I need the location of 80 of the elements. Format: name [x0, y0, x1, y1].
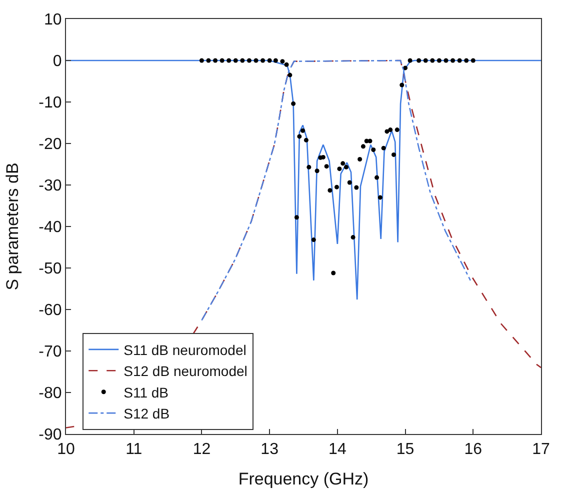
point	[436, 58, 442, 63]
y-tick-label: -30	[38, 178, 62, 195]
point	[374, 175, 380, 180]
point	[344, 164, 348, 170]
point	[444, 58, 448, 63]
point	[291, 101, 296, 106]
y-tick-label: -10	[38, 94, 62, 112]
point	[226, 58, 232, 63]
point	[213, 58, 218, 63]
y-tick-label: -70	[38, 344, 62, 361]
legend-label: S11 dB	[124, 384, 169, 400]
point	[199, 58, 204, 63]
legend-label: S11 dB neuromodel	[124, 342, 246, 358]
point	[273, 58, 278, 63]
point	[371, 147, 376, 152]
x-tick-label: 14	[328, 441, 346, 458]
point	[260, 58, 266, 63]
point	[368, 138, 372, 144]
point	[470, 58, 476, 63]
point	[334, 184, 339, 190]
y-axis-title: S parameters dB	[3, 162, 22, 290]
x-tick-label: 13	[260, 441, 279, 458]
point	[328, 188, 332, 193]
point	[311, 238, 316, 242]
point	[206, 58, 211, 63]
point	[360, 144, 366, 149]
point	[394, 128, 400, 132]
point	[350, 235, 356, 240]
point	[240, 58, 245, 63]
point	[416, 58, 422, 63]
y-tick-label: -40	[38, 219, 62, 236]
point	[284, 62, 289, 67]
x-tick-label: 15	[396, 441, 414, 458]
point	[388, 128, 393, 132]
point	[408, 58, 412, 63]
point	[430, 58, 435, 63]
x-tick-label: 11	[126, 441, 142, 458]
point	[378, 195, 382, 200]
legend-label: S12 dB neuromodel	[124, 363, 248, 380]
y-tick-label: -20	[38, 136, 62, 154]
x-axis-title: Frequency (GHz)	[238, 470, 369, 489]
point	[233, 58, 238, 63]
legend-label: S12 dB	[124, 406, 170, 422]
point	[288, 72, 292, 78]
point	[300, 128, 306, 133]
point	[392, 152, 396, 157]
x-tick-label: 16	[464, 441, 482, 458]
point	[331, 270, 336, 276]
point	[314, 168, 320, 174]
point	[306, 164, 312, 170]
point	[267, 58, 272, 63]
point	[340, 161, 346, 166]
point	[450, 58, 456, 63]
point	[400, 82, 404, 88]
y-tick-label: -80	[38, 385, 62, 402]
point	[358, 157, 362, 162]
point	[337, 166, 342, 172]
point	[297, 134, 302, 139]
y-tick-label: -50	[38, 260, 62, 278]
point	[220, 58, 224, 63]
point	[280, 59, 285, 64]
x-tick-label: 10	[57, 441, 75, 458]
point	[324, 164, 329, 169]
y-tick-label: 0	[52, 53, 62, 70]
point	[304, 138, 308, 142]
point	[457, 58, 462, 63]
point	[347, 180, 352, 185]
point	[423, 58, 428, 63]
y-tick-label: 10	[44, 12, 62, 29]
x-tick-label: 12	[192, 441, 211, 458]
line-series	[201, 60, 472, 321]
y-tick-label: -90	[38, 426, 62, 444]
y-tick-label: -60	[38, 302, 62, 320]
point	[354, 185, 359, 190]
point	[464, 58, 469, 63]
point	[246, 58, 252, 63]
point	[294, 215, 299, 220]
x-tick-label: 17	[532, 441, 550, 458]
point	[254, 58, 258, 63]
point	[381, 146, 386, 150]
